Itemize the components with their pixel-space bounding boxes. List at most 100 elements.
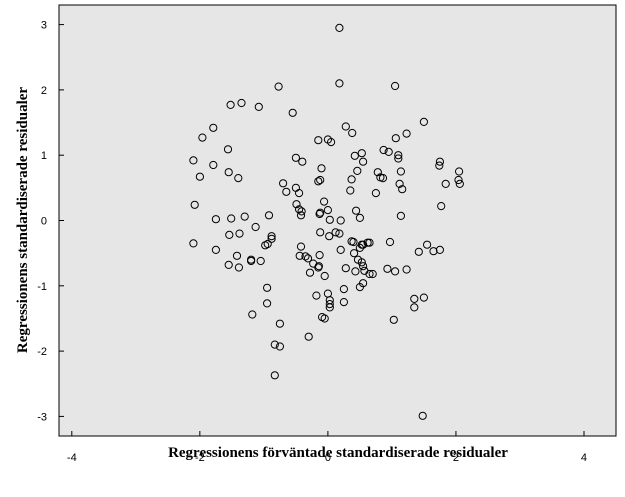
data-point [341,122,350,131]
y-tick-label: -2 [37,346,47,358]
data-point [314,136,323,145]
x-tick-label: -4 [67,452,77,464]
data-point [441,179,450,188]
data-point [349,237,358,247]
data-point [365,238,374,247]
data-point [394,151,403,160]
data-point [353,166,362,175]
data-point [288,108,297,117]
data-points [189,23,464,420]
data-point [357,258,366,267]
data-point [304,332,313,341]
data-point [435,157,444,166]
data-point [235,229,244,238]
data-point [414,247,423,256]
data-point [279,179,288,188]
data-point [327,138,336,147]
data-point [315,251,324,260]
data-point [223,145,233,154]
data-point [234,174,243,183]
data-point [226,100,235,110]
data-point [335,23,344,32]
data-point [209,160,218,170]
data-point [378,174,388,183]
data-point [359,262,368,271]
data-point [391,267,400,276]
data-point [224,168,233,177]
data-point [336,216,345,225]
data-point [256,256,265,266]
data-point [305,268,315,277]
data-point [339,298,348,307]
data-point [227,214,236,223]
data-point [383,264,392,273]
data-point [325,232,334,241]
data-point [410,294,419,303]
data-point [429,247,438,256]
data-point [232,251,242,260]
data-point [189,239,198,248]
data-point [301,252,310,261]
data-point [331,228,340,237]
data-point [371,189,380,198]
data-point [225,230,234,239]
data-point [298,157,307,166]
data-point [365,269,374,279]
data-point [267,234,276,243]
data-point [251,222,260,232]
data-point [454,175,463,185]
data-point [435,161,444,170]
data-point [296,211,306,220]
data-point [395,179,404,188]
data-point [350,151,359,160]
data-point [274,82,283,91]
data-point [209,123,218,132]
data-point [270,371,279,380]
data-point [320,197,329,206]
data-point [312,291,321,300]
data-point [295,251,304,260]
data-point [275,319,284,328]
data-point [379,145,388,155]
data-point [346,186,355,195]
y-tick-label: 3 [41,20,47,32]
data-point [317,164,326,173]
data-point [351,267,360,276]
data-point [292,200,301,209]
data-point [211,245,220,254]
data-point [396,211,405,220]
data-point [195,172,204,181]
data-point [314,177,323,186]
data-point [296,242,306,251]
data-point [237,98,246,108]
data-point [240,212,249,221]
y-tick-label: -3 [37,411,47,423]
y-tick-label: 0 [41,216,47,228]
data-point [316,208,325,217]
data-point [263,283,272,292]
data-point [267,232,276,241]
y-tick-label: 2 [41,85,47,97]
x-tick-label: -2 [195,452,205,464]
data-point [402,129,411,138]
data-point [248,310,257,319]
data-point [355,213,364,222]
data-point [352,206,361,215]
data-point [355,243,364,252]
y-axis-title: Regressionens standardiserade residualer [15,87,31,353]
data-point [350,249,359,258]
y-axis-ticks: 3 2 1 0 -1 -2 -3 [37,20,64,423]
data-point [384,147,393,156]
data-point [437,202,446,211]
data-point [234,263,243,272]
data-point [385,237,395,247]
data-point [391,81,400,91]
data-point [396,167,405,176]
data-point [435,245,444,254]
data-point [320,271,329,281]
data-point [211,215,220,224]
data-point [336,245,345,254]
data-point [261,241,270,250]
x-axis-ticks: -4 -2 0 2 4 [67,431,587,464]
x-axis-title: Regressionens förväntade standardiserade… [168,445,508,461]
